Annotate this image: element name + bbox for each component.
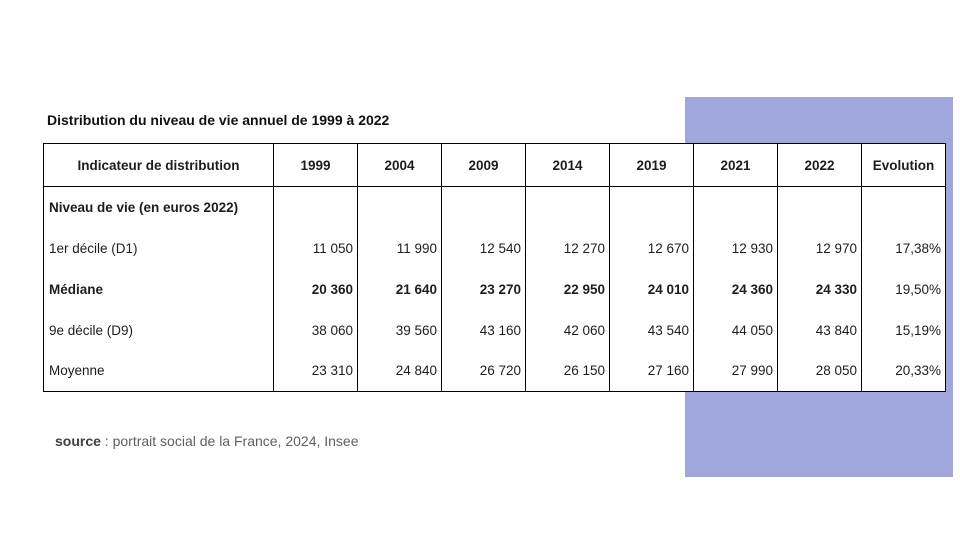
table-cell: 39 560 [357, 309, 442, 351]
table-cell: 23 310 [273, 350, 358, 392]
table-cell: 24 360 [693, 268, 778, 310]
table-cell: 24 330 [777, 268, 862, 310]
table-cell: 26 720 [441, 350, 526, 392]
column-header-2021: 2021 [693, 143, 778, 187]
row-label: Niveau de vie (en euros 2022) [43, 186, 274, 228]
table-cell: 28 050 [777, 350, 862, 392]
table-cell [609, 186, 694, 228]
table-cell: 21 640 [357, 268, 442, 310]
table-row-niveau-de-vie: Niveau de vie (en euros 2022) [43, 186, 946, 228]
table-cell [861, 186, 946, 228]
row-label: Médiane [43, 268, 274, 310]
table-cell: 20 360 [273, 268, 358, 310]
table-cell: 38 060 [273, 309, 358, 351]
table-cell: 17,38% [861, 227, 946, 269]
column-header-2022: 2022 [777, 143, 862, 187]
table-cell: 19,50% [861, 268, 946, 310]
source-caption-prefix: source [55, 433, 101, 449]
table-cell: 43 840 [777, 309, 862, 351]
table-cell: 44 050 [693, 309, 778, 351]
table-cell: 12 540 [441, 227, 526, 269]
column-header-2014: 2014 [525, 143, 610, 187]
page-title: Distribution du niveau de vie annuel de … [47, 112, 390, 128]
table-header-row: Indicateur de distribution 1999 2004 200… [43, 143, 946, 187]
table-cell: 24 010 [609, 268, 694, 310]
row-label: Moyenne [43, 350, 274, 392]
source-caption: source : portrait social de la France, 2… [55, 433, 359, 449]
table-cell: 43 540 [609, 309, 694, 351]
table-cell: 27 990 [693, 350, 778, 392]
table-cell: 24 840 [357, 350, 442, 392]
table-cell: 26 150 [525, 350, 610, 392]
table-cell: 12 970 [777, 227, 862, 269]
column-header-2009: 2009 [441, 143, 526, 187]
table-cell: 11 050 [273, 227, 358, 269]
column-header-2019: 2019 [609, 143, 694, 187]
table-cell [357, 186, 442, 228]
table-cell: 42 060 [525, 309, 610, 351]
table-cell [777, 186, 862, 228]
table-row-moyenne: Moyenne 23 310 24 840 26 720 26 150 27 1… [43, 350, 946, 392]
table-cell: 20,33% [861, 350, 946, 392]
table-cell [525, 186, 610, 228]
table-cell: 27 160 [609, 350, 694, 392]
distribution-table: Indicateur de distribution 1999 2004 200… [43, 143, 946, 392]
table-cell: 12 670 [609, 227, 694, 269]
source-caption-text: : portrait social de la France, 2024, In… [100, 433, 359, 449]
column-header-2004: 2004 [357, 143, 442, 187]
table-cell: 12 930 [693, 227, 778, 269]
table-cell [441, 186, 526, 228]
table-row-9e-decile: 9e décile (D9) 38 060 39 560 43 160 42 0… [43, 309, 946, 351]
table-cell: 43 160 [441, 309, 526, 351]
table-cell: 11 990 [357, 227, 442, 269]
row-label: 1er décile (D1) [43, 227, 274, 269]
table-cell: 23 270 [441, 268, 526, 310]
table-cell: 12 270 [525, 227, 610, 269]
table-row-1er-decile: 1er décile (D1) 11 050 11 990 12 540 12 … [43, 227, 946, 269]
column-header-1999: 1999 [273, 143, 358, 187]
table-cell: 15,19% [861, 309, 946, 351]
column-header-evolution: Evolution [861, 143, 946, 187]
row-label: 9e décile (D9) [43, 309, 274, 351]
column-header-indicator: Indicateur de distribution [43, 143, 274, 187]
table-cell [273, 186, 358, 228]
table-row-mediane: Médiane 20 360 21 640 23 270 22 950 24 0… [43, 268, 946, 310]
table-cell [693, 186, 778, 228]
table-cell: 22 950 [525, 268, 610, 310]
